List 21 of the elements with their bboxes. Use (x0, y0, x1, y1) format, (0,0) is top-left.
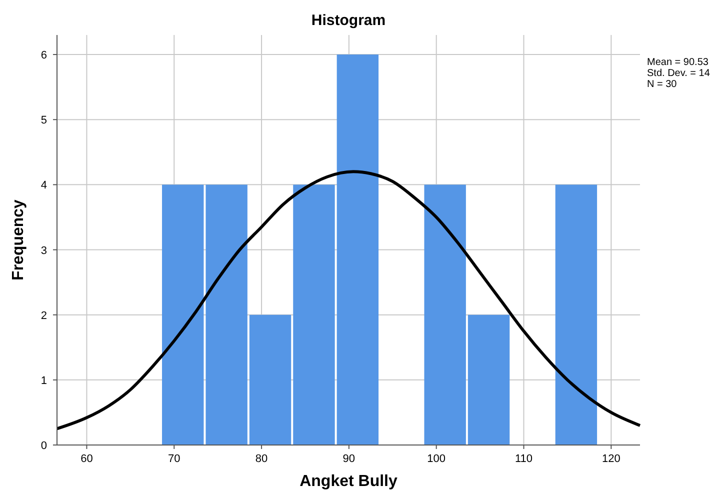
y-tick-label: 4 (40, 180, 47, 192)
y-tick-label: 1 (40, 374, 47, 387)
text: Std. Dev. = 14 (647, 68, 710, 79)
y-tick-label: 0 (40, 440, 47, 452)
line-series (56, 170, 642, 430)
chart-title: Histogram (311, 12, 386, 29)
text: N = 30 (647, 79, 678, 90)
x-tick-label: 90 (342, 453, 356, 465)
y-tick-label: 5 (40, 114, 47, 127)
x-tick-label: 110 (514, 453, 533, 465)
x-tick-label: 60 (80, 453, 93, 465)
x-tick-label: 70 (168, 453, 180, 465)
y-tick-label: 3 (40, 244, 47, 257)
y-axis-title: Frequency (10, 199, 27, 280)
y-tick-label: 6 (40, 50, 47, 62)
x-tick-label: 100 (427, 453, 446, 465)
x-tick-label: 120 (602, 453, 620, 465)
x-tick-label: 80 (255, 453, 268, 465)
y-tick-label: 2 (40, 310, 47, 322)
x-axis-title: Angket Bully (300, 473, 398, 490)
text: Mean = 90.53 (647, 57, 709, 68)
